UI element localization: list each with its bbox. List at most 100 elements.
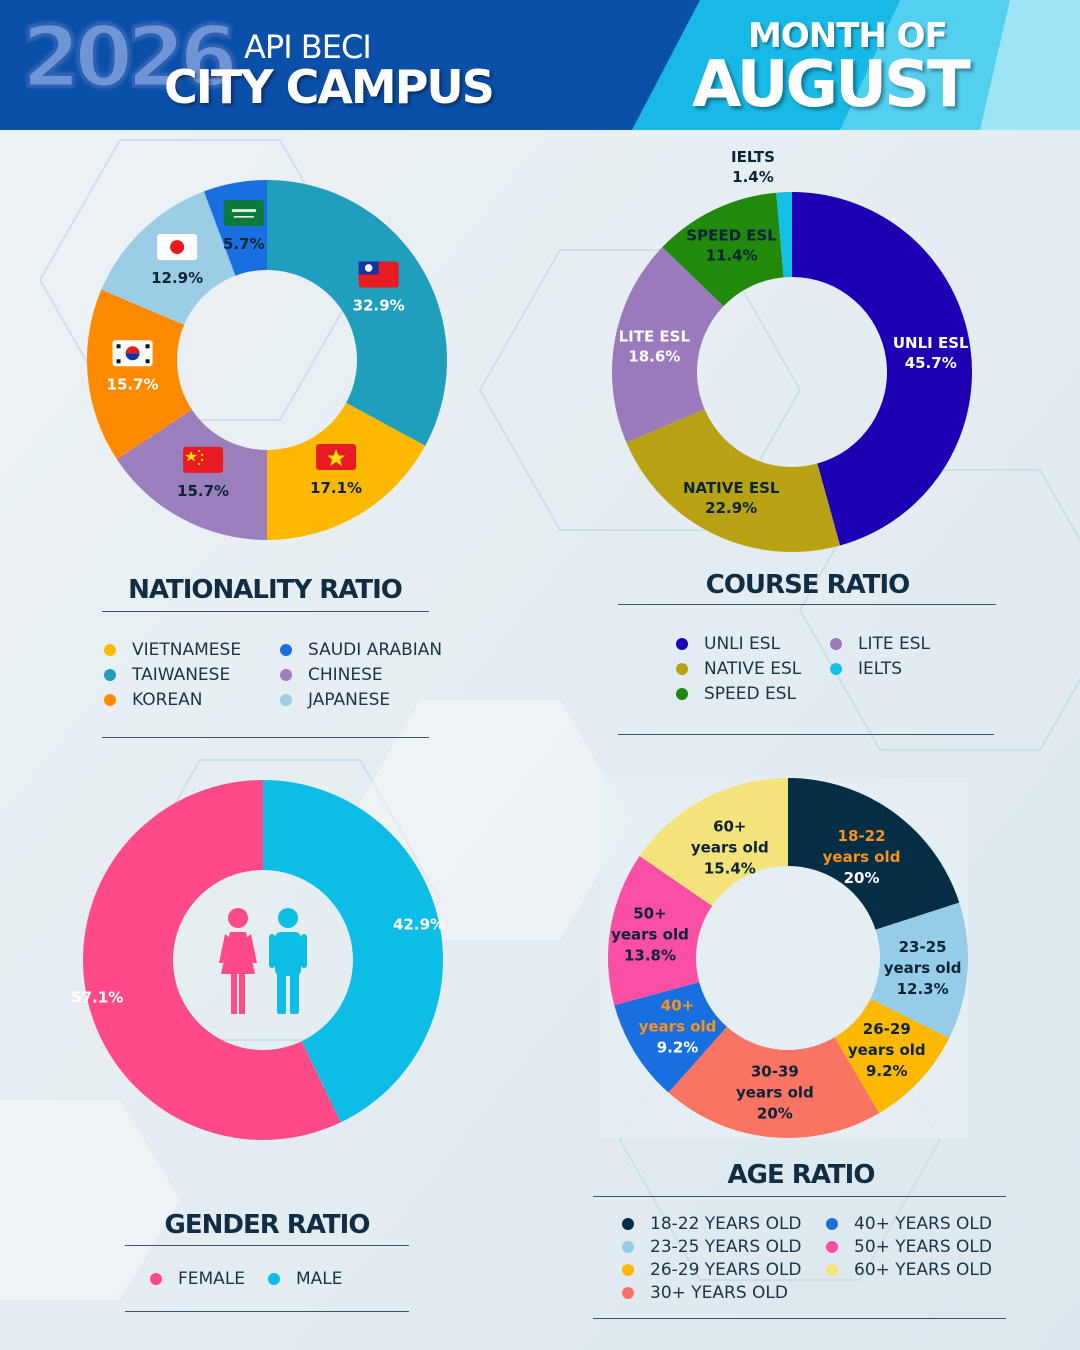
age-legend: 18-22 YEARS OLD 40+ YEARS OLD 23-25 YEARS … [622, 1214, 992, 1303]
legend-dot [280, 669, 292, 681]
legend-label: VIETNAMESE [132, 640, 242, 660]
legend-label: IELTS [858, 659, 903, 679]
saudi-flag-icon [223, 200, 264, 227]
legend-item-vietnamese: VIETNAMESE [104, 640, 244, 660]
nationality-donut-chart: 32.9% 17.1% 15.7% 15.7% 12.9% 5.7% [87, 180, 448, 540]
slice-label-26-29-years-old-1: years old [848, 1041, 926, 1059]
legend-label: SAUDI ARABIAN [308, 640, 443, 660]
month-name: AUGUST [692, 48, 971, 122]
slice-label-50-years-old-2: 13.8% [624, 947, 676, 965]
slice-label-40-years-old-0: 40+ [661, 997, 694, 1015]
nationality-legend: VIETNAMESE SAUDI ARABIAN TAIWANESE CHINESE K… [104, 640, 450, 710]
slice-label-lite-esl-0: LITE ESL [619, 328, 691, 346]
legend-label: KOREAN [132, 690, 203, 710]
slice-label-60-years-old-1: years old [691, 838, 769, 856]
legend-item-26-29-years-old: 26-29 YEARS OLD [622, 1260, 802, 1280]
course-rule [618, 604, 996, 605]
course-donut-chart: UNLI ESL 45.7% NATIVE ESL 22.9% LITE ESL 18.6… [612, 148, 972, 552]
slice-label-female: 57.1% [71, 989, 123, 1007]
slice-label-speed-esl-0: SPEED ESL [686, 227, 777, 245]
slice-label-50-years-old-1: years old [611, 926, 689, 944]
legend-dot [826, 1264, 838, 1276]
gender-rule [125, 1245, 409, 1246]
legend-label: FEMALE [178, 1269, 246, 1289]
slice-ielts [776, 192, 792, 278]
slice-label-23-25-years-old-1: years old [884, 959, 962, 977]
legend-label: 23-25 YEARS OLD [650, 1237, 802, 1257]
nationality-legend-rule [102, 737, 429, 738]
slice-label-18-22-years-old-2: 20% [844, 869, 880, 887]
legend-dot [104, 644, 116, 656]
female-icon [219, 908, 257, 1014]
slice-label-japanese: 12.9% [151, 269, 203, 287]
nationality-title: NATIONALITY RATIO [128, 575, 403, 605]
age-legend-rule [593, 1318, 1006, 1319]
slice-vietnamese [267, 402, 426, 540]
slice-50-years-old [608, 856, 713, 1006]
legend-dot [676, 663, 688, 675]
legend-dot [104, 694, 116, 706]
legend-dot [826, 1218, 838, 1230]
header-banner: 2026 API BECI CITY CAMPUS MONTH OF AUGUS… [0, 0, 1080, 130]
slice-taiwanese [267, 180, 448, 446]
legend-dot [676, 638, 688, 650]
gender-legend: FEMALE MALE [150, 1269, 378, 1289]
slice-label-chinese: 15.7% [177, 482, 229, 500]
legend-label: 18-22 YEARS OLD [650, 1214, 802, 1234]
gender-title: GENDER RATIO [164, 1210, 371, 1240]
course-legend: UNLI ESL LITE ESL NATIVE ESL IELTS SPEED ESL [676, 634, 950, 704]
slice-label-saudi-arabian: 5.7% [223, 235, 265, 253]
gender-donut-chart: 42.9% 57.1% [71, 780, 445, 1140]
legend-item-40-years-old: 40+ YEARS OLD [826, 1214, 992, 1234]
slice-40-years-old [614, 982, 727, 1093]
course-legend-rule [618, 734, 994, 735]
legend-item-50-years-old: 50+ YEARS OLD [826, 1237, 992, 1257]
slice-label-native-esl-0: NATIVE ESL [683, 479, 780, 497]
slice-label-18-22-years-old-1: years old [823, 848, 901, 866]
slice-label-23-25-years-old-0: 23-25 [899, 938, 947, 956]
legend-item-23-25-years-old: 23-25 YEARS OLD [622, 1237, 802, 1257]
legend-dot [280, 644, 292, 656]
legend-label: 50+ YEARS OLD [854, 1237, 992, 1257]
legend-label: SPEED ESL [704, 684, 797, 704]
course-title: COURSE RATIO [705, 570, 911, 600]
china-flag-icon [183, 446, 224, 473]
legend-dot [268, 1273, 280, 1285]
age-donut-chart: 18-22 years old 20% 23-25 years old 12.3% 26-2… [608, 778, 968, 1138]
legend-item-30-years-old: 30+ YEARS OLD [622, 1283, 798, 1303]
legend-dot [622, 1287, 634, 1299]
slice-label-male: 42.9% [393, 916, 445, 934]
legend-label: 40+ YEARS OLD [854, 1214, 992, 1234]
slice-23-25-years-old [870, 902, 968, 1039]
gender-legend-rule [125, 1311, 409, 1312]
legend-dot [676, 688, 688, 700]
taiwan-flag-icon [358, 261, 399, 288]
legend-item-japanese: JAPANESE [280, 690, 450, 710]
legend-label: 26-29 YEARS OLD [650, 1260, 802, 1280]
legend-label: 60+ YEARS OLD [854, 1260, 992, 1280]
slice-lite-esl [612, 247, 724, 443]
slice-label-ielts-0: IELTS [731, 148, 775, 166]
slice-label-40-years-old-2: 9.2% [657, 1039, 699, 1057]
legend-dot [622, 1241, 634, 1253]
slice-label-unli-esl-0: UNLI ESL [893, 334, 969, 352]
legend-item-saudi-arabian: SAUDI ARABIAN [280, 640, 450, 660]
legend-item-chinese: CHINESE [280, 665, 450, 685]
legend-item-lite-esl: LITE ESL [830, 634, 950, 654]
vietnam-flag-icon [316, 443, 357, 470]
legend-label: 30+ YEARS OLD [650, 1283, 788, 1303]
year-text: 2026 [21, 7, 240, 108]
slice-native-esl [626, 409, 841, 552]
legend-dot [830, 638, 842, 650]
male-icon [269, 908, 307, 1014]
slice-30-years-old [668, 1026, 880, 1138]
legend-dot [622, 1218, 634, 1230]
slice-label-40-years-old-1: years old [639, 1018, 717, 1036]
slice-label-taiwanese: 32.9% [353, 296, 405, 314]
slice-label-korean: 15.7% [107, 375, 159, 393]
legend-item-korean: KOREAN [104, 690, 244, 710]
campus-name: CITY CAMPUS [164, 60, 495, 114]
slice-label-26-29-years-old-0: 26-29 [863, 1020, 911, 1038]
slice-korean [87, 289, 192, 460]
nationality-rule [102, 611, 429, 612]
